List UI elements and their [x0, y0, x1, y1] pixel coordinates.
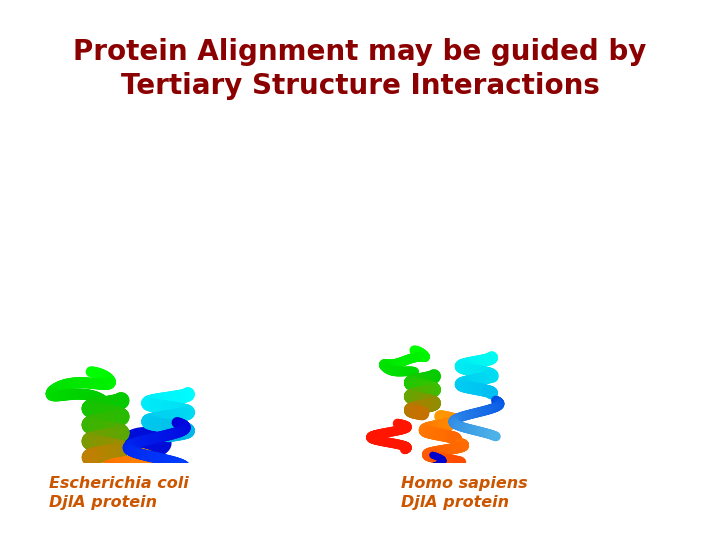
- Text: Homo sapiens
DjlA protein: Homo sapiens DjlA protein: [400, 476, 527, 510]
- FancyBboxPatch shape: [32, 463, 215, 527]
- FancyBboxPatch shape: [384, 463, 567, 527]
- Text: Protein Alignment may be guided by
Tertiary Structure Interactions: Protein Alignment may be guided by Terti…: [73, 38, 647, 100]
- Polygon shape: [120, 428, 171, 459]
- Text: Escherichia coli
DjlA protein: Escherichia coli DjlA protein: [49, 476, 189, 510]
